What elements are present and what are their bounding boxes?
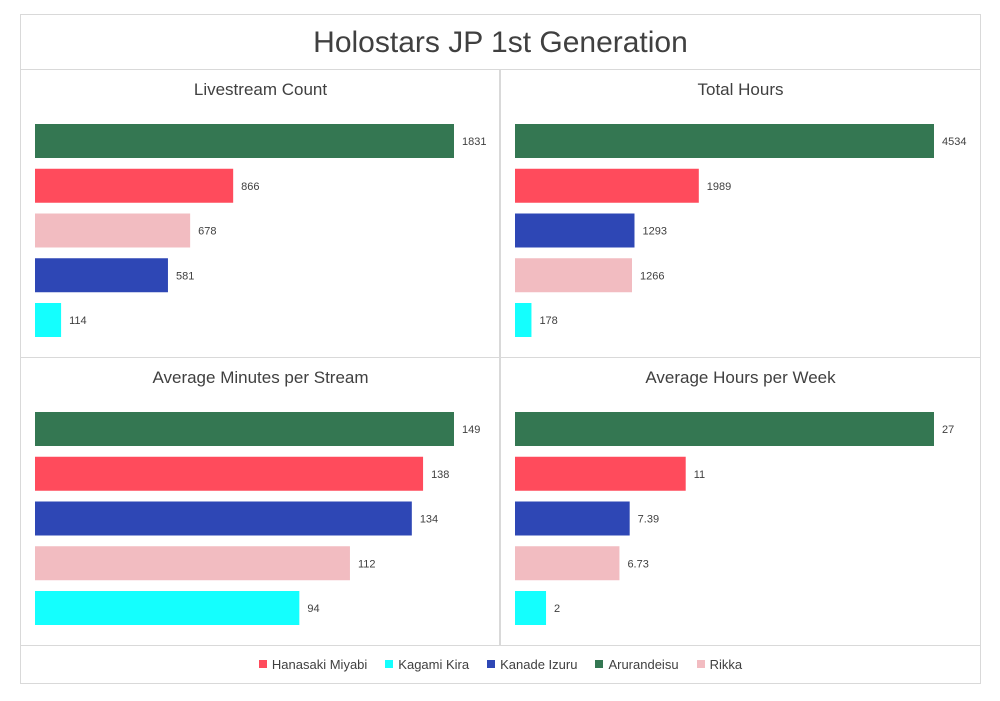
divider-bottom bbox=[21, 645, 980, 646]
bar-chart-total-hours: 4534 1989 1293 1266 178 bbox=[515, 124, 966, 337]
bar-kanade-izuru bbox=[515, 501, 630, 536]
data-label-arurandeisu: 1831 bbox=[462, 136, 486, 148]
bar-chart-average-minutes: 149 138 134 112 94 bbox=[35, 412, 480, 625]
panel-title: Total Hours bbox=[697, 80, 784, 99]
legend-item: Kagami Kira bbox=[385, 657, 469, 672]
bar-kagami-kira bbox=[515, 591, 547, 625]
data-label-rikka: 678 bbox=[198, 226, 216, 238]
data-label-rikka: 1266 bbox=[640, 270, 664, 282]
bar-arurandeisu bbox=[515, 124, 934, 158]
legend-label: Hanasaki Miyabi bbox=[271, 656, 368, 672]
panel-livestream-count: Livestream Count 1831 866 678 581 114 bbox=[21, 70, 500, 357]
bar-kagami-kira bbox=[515, 303, 532, 337]
data-label-kanade-izuru: 134 bbox=[420, 514, 438, 526]
bar-kagami-kira bbox=[35, 303, 62, 337]
bar-rikka bbox=[35, 546, 350, 581]
panel-title: Average Hours per Week bbox=[645, 368, 836, 387]
legend-item: Kanade Izuru bbox=[487, 657, 577, 672]
legend-item: Hanasaki Miyabi bbox=[258, 656, 368, 672]
bar-hanasaki-miyabi bbox=[515, 168, 699, 203]
panel-title: Average Minutes per Stream bbox=[152, 368, 369, 387]
bar-arurandeisu bbox=[35, 412, 454, 446]
data-label-rikka: 6.73 bbox=[627, 558, 648, 570]
bar-arurandeisu bbox=[515, 412, 934, 446]
legend-swatch bbox=[258, 660, 267, 668]
legend-item: Arurandeisu bbox=[595, 656, 679, 672]
panel-title: Livestream Count bbox=[193, 80, 328, 99]
data-label-arurandeisu: 4534 bbox=[942, 136, 966, 148]
bar-kanade-izuru bbox=[35, 258, 168, 293]
legend-swatch bbox=[595, 660, 604, 668]
legend-label: Kanade Izuru bbox=[500, 656, 578, 672]
bar-chart-livestream-count: 1831 866 678 581 114 bbox=[35, 124, 486, 337]
bar-hanasaki-miyabi bbox=[35, 168, 234, 203]
data-label-kagami-kira: 2 bbox=[554, 603, 560, 615]
data-label-kagami-kira: 114 bbox=[69, 315, 87, 327]
divider-vertical bbox=[499, 70, 501, 645]
legend: Hanasaki Miyabi Kagami Kira Kanade Izuru… bbox=[20, 646, 981, 682]
legend-label: Arurandeisu bbox=[608, 656, 679, 672]
data-label-kanade-izuru: 581 bbox=[176, 270, 194, 282]
bar-rikka bbox=[515, 546, 620, 581]
legend-item: Rikka bbox=[696, 656, 743, 672]
legend-label: Kagami Kira bbox=[398, 656, 470, 672]
bar-kanade-izuru bbox=[35, 501, 412, 536]
panel-average-hours-week: Average Hours per Week 27 11 7.39 6.73 2 bbox=[501, 358, 980, 645]
bar-kagami-kira bbox=[35, 591, 300, 625]
divider-top bbox=[21, 69, 980, 70]
chart-frame bbox=[20, 14, 981, 684]
bar-rikka bbox=[35, 213, 191, 248]
data-label-arurandeisu: 149 bbox=[462, 424, 480, 436]
data-label-kagami-kira: 94 bbox=[307, 603, 319, 615]
panel-average-minutes: Average Minutes per Stream 149 138 134 112 9… bbox=[21, 358, 500, 645]
data-label-hanasaki-miyabi: 11 bbox=[694, 469, 705, 481]
panel-total-hours: Total Hours 4534 1989 1293 1266 178 bbox=[501, 70, 980, 357]
bar-rikka bbox=[515, 258, 632, 293]
data-label-kanade-izuru: 7.39 bbox=[638, 514, 659, 526]
legend-swatch bbox=[487, 660, 496, 668]
legend-swatch bbox=[696, 660, 705, 668]
data-label-hanasaki-miyabi: 138 bbox=[431, 469, 449, 481]
bar-hanasaki-miyabi bbox=[515, 456, 686, 491]
bar-chart-average-hours-week: 27 11 7.39 6.73 2 bbox=[515, 412, 954, 625]
chart-title: Holostars JP 1st Generation bbox=[313, 26, 688, 59]
legend-label: Rikka bbox=[709, 656, 743, 672]
data-label-hanasaki-miyabi: 1989 bbox=[707, 181, 731, 193]
data-label-hanasaki-miyabi: 866 bbox=[241, 181, 259, 193]
bar-hanasaki-miyabi bbox=[35, 456, 424, 491]
data-label-kanade-izuru: 1293 bbox=[642, 226, 666, 238]
data-label-arurandeisu: 27 bbox=[942, 424, 954, 436]
data-label-rikka: 112 bbox=[358, 558, 376, 570]
bar-arurandeisu bbox=[35, 124, 454, 158]
bar-kanade-izuru bbox=[515, 213, 635, 248]
legend-swatch bbox=[385, 660, 394, 668]
data-label-kagami-kira: 178 bbox=[539, 315, 557, 327]
